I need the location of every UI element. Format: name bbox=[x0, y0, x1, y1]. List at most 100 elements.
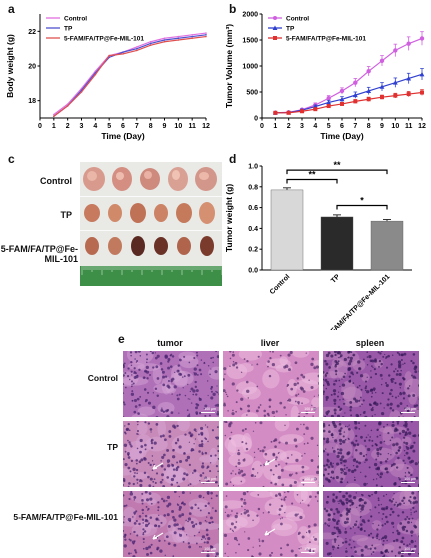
legend-marker bbox=[273, 16, 277, 20]
data-point bbox=[380, 95, 384, 99]
x-tick-label: 4 bbox=[93, 123, 97, 130]
bracket-line bbox=[287, 170, 387, 174]
legend-marker bbox=[273, 36, 277, 40]
data-point bbox=[136, 46, 138, 48]
y-axis-label: Tumor Volume (mm³) bbox=[224, 24, 234, 108]
x-tick-label: 10 bbox=[174, 123, 182, 130]
data-point bbox=[353, 80, 357, 84]
x-tick-label: 9 bbox=[380, 123, 384, 130]
ruler bbox=[80, 266, 222, 286]
series-line bbox=[275, 38, 422, 112]
x-tick-label: 0 bbox=[260, 123, 264, 130]
scale-bar bbox=[401, 412, 415, 413]
scale-bar bbox=[401, 482, 415, 483]
data-point bbox=[53, 114, 55, 116]
data-point bbox=[420, 91, 424, 95]
histology-tumor-control: 100 μm bbox=[122, 350, 220, 418]
significance-label: ** bbox=[308, 170, 316, 180]
data-point bbox=[406, 41, 410, 45]
y-tick-label: 0.6 bbox=[248, 205, 258, 212]
data-point bbox=[313, 107, 317, 111]
data-point bbox=[393, 48, 397, 52]
scale-bar-label: 100 μm bbox=[204, 407, 216, 411]
x-axis-label: Time (Day) bbox=[101, 131, 144, 141]
x-tick-label: 11 bbox=[405, 123, 413, 130]
bar-2 bbox=[371, 221, 403, 270]
histology-liver-tp: 100 μm bbox=[222, 420, 320, 488]
data-point bbox=[95, 74, 97, 76]
scale-bar bbox=[401, 552, 415, 553]
scale-bar-label: 100 μm bbox=[304, 547, 316, 551]
series-1 bbox=[53, 34, 207, 117]
data-point bbox=[407, 92, 411, 96]
data-point bbox=[150, 41, 152, 43]
scale-bar-label: 100 μm bbox=[304, 407, 316, 411]
scale-bar-label: 100 μm bbox=[304, 477, 316, 481]
data-point bbox=[164, 37, 166, 39]
arrow-icon bbox=[153, 533, 163, 539]
hist-col-liver: liver bbox=[222, 338, 318, 348]
legend-label: TP bbox=[286, 26, 295, 33]
data-point bbox=[205, 34, 207, 36]
significance-bracket: ** bbox=[287, 170, 337, 184]
y-tick-label: 0.0 bbox=[248, 268, 258, 275]
hist-row-tp: TP bbox=[0, 442, 118, 452]
significance-bracket: ** bbox=[287, 160, 387, 174]
tumor-photo bbox=[80, 162, 222, 286]
series-0 bbox=[53, 32, 207, 115]
x-tick-label: 5 bbox=[327, 123, 331, 130]
x-tick-label: TP bbox=[330, 273, 342, 285]
histology-tumor-5-fam-fa-tp-fe-mil-101: 100 μm bbox=[122, 490, 220, 558]
data-point bbox=[178, 39, 180, 41]
y-tick-label: 22 bbox=[28, 29, 36, 36]
data-point bbox=[420, 72, 425, 77]
x-tick-label: 7 bbox=[353, 123, 357, 130]
y-tick-label: 0.8 bbox=[248, 184, 258, 191]
data-point bbox=[67, 105, 69, 107]
tumor-photo-panel: Control TP 5-FAM/FA/TP@Fe-MIL-101 bbox=[0, 160, 220, 300]
histology-spleen-tp: 100 μm bbox=[322, 420, 420, 488]
legend-label: 5-FAM/FA/TP@Fe-MIL-101 bbox=[64, 36, 144, 43]
x-tick-label: Control bbox=[269, 273, 292, 296]
histology-spleen-5-fam-fa-tp-fe-mil-101: 100 μm bbox=[322, 490, 420, 558]
y-tick-label: 1500 bbox=[242, 38, 258, 45]
data-point bbox=[122, 53, 124, 55]
data-point bbox=[191, 34, 193, 36]
legend-label: Control bbox=[64, 16, 87, 23]
hist-row-treated: 5-FAM/FA/TP@Fe-MIL-101 bbox=[0, 512, 118, 522]
y-tick-label: 20 bbox=[28, 64, 36, 71]
histology-liver-control: 100 μm bbox=[222, 350, 320, 418]
data-point bbox=[191, 37, 193, 39]
y-tick-label: 2000 bbox=[242, 12, 258, 19]
data-point bbox=[340, 89, 344, 93]
scale-bar bbox=[301, 412, 315, 413]
series-1 bbox=[273, 69, 424, 115]
data-point bbox=[164, 41, 166, 43]
x-tick-label: 12 bbox=[202, 123, 210, 130]
series-2 bbox=[53, 36, 207, 117]
hist-col-tumor: tumor bbox=[122, 338, 218, 348]
significance-label: * bbox=[360, 196, 364, 206]
scale-bar-label: 100 μm bbox=[404, 547, 416, 551]
y-tick-label: 18 bbox=[28, 98, 36, 105]
x-tick-label: 2 bbox=[66, 123, 70, 130]
data-point bbox=[273, 111, 277, 115]
data-point bbox=[122, 51, 124, 53]
data-point bbox=[420, 36, 424, 40]
tumor-row-label-control: Control bbox=[0, 176, 72, 186]
y-tick-label: 500 bbox=[246, 90, 258, 97]
x-tick-label: 8 bbox=[149, 123, 153, 130]
x-tick-label: 1 bbox=[52, 123, 56, 130]
data-point bbox=[191, 36, 193, 38]
series-line bbox=[275, 74, 422, 112]
x-tick-label: 2 bbox=[287, 123, 291, 130]
histology-tumor-tp: 100 μm bbox=[122, 420, 220, 488]
scale-bar-label: 100 μm bbox=[404, 477, 416, 481]
bar-1 bbox=[321, 217, 353, 270]
x-tick-label: 3 bbox=[300, 123, 304, 130]
data-point bbox=[300, 109, 304, 113]
series-line bbox=[54, 33, 206, 114]
bracket-line bbox=[287, 180, 337, 184]
